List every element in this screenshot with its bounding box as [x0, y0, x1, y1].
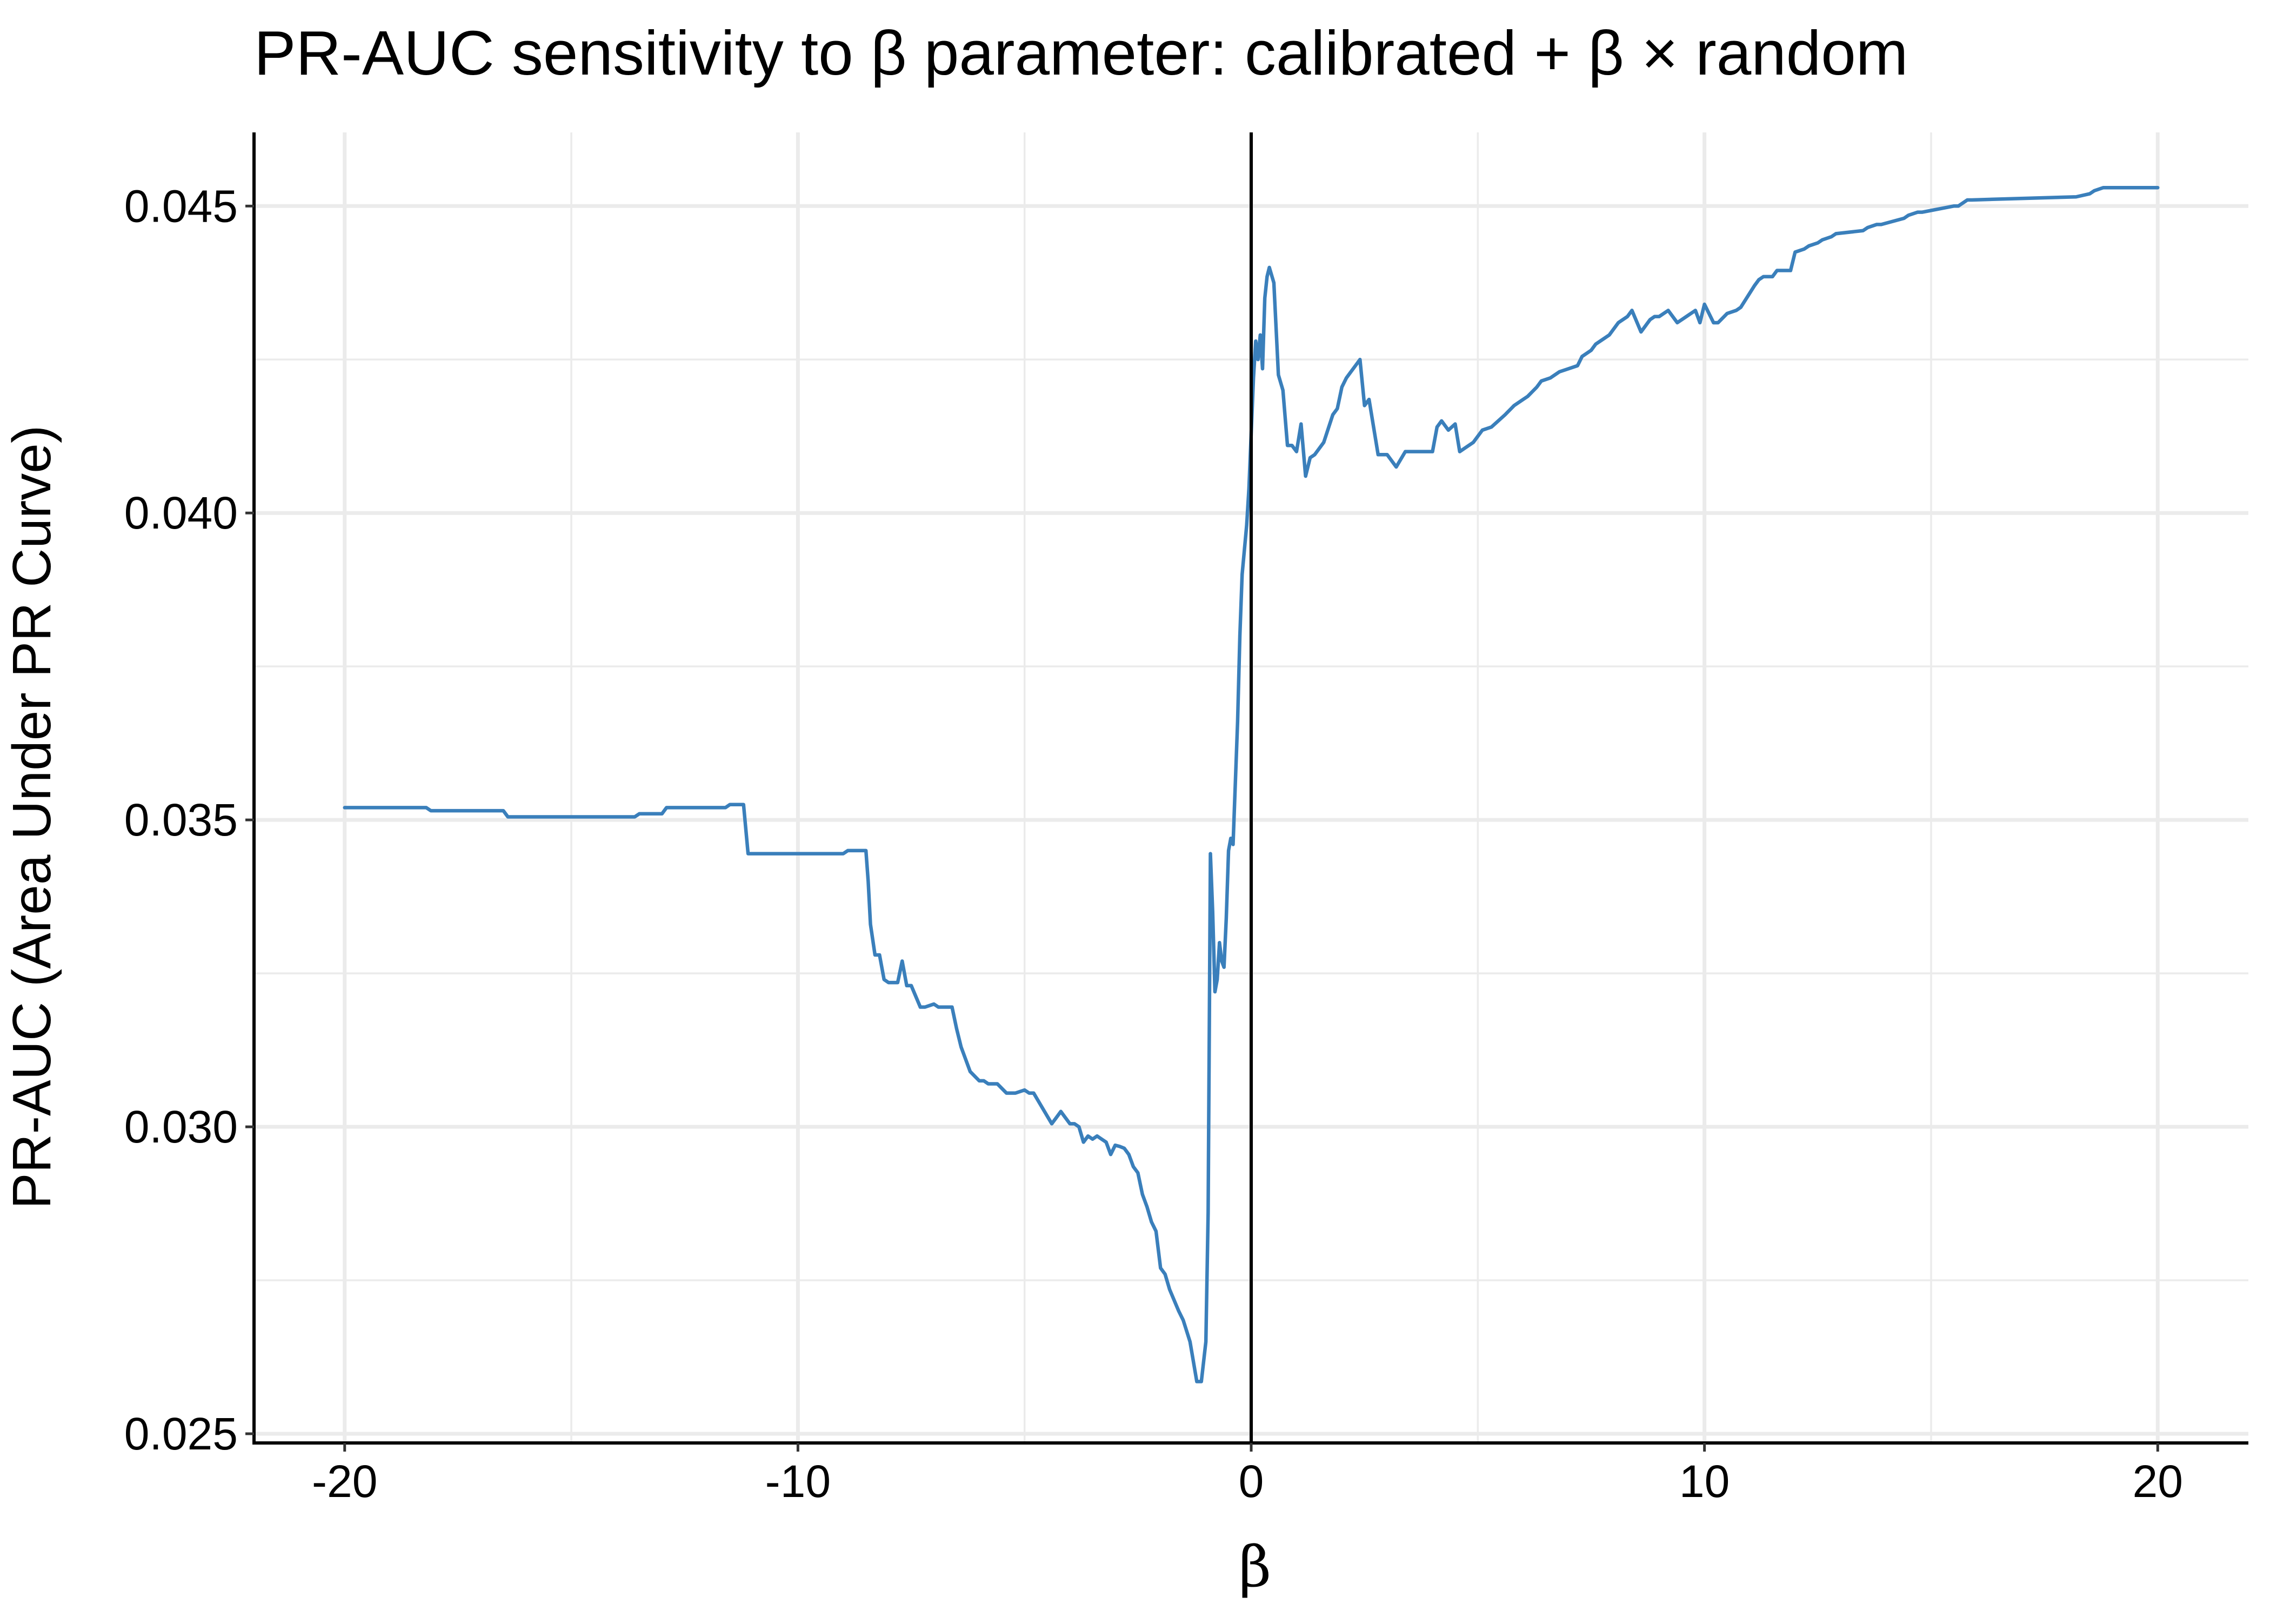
x-tick-label: -10 — [765, 1456, 831, 1507]
y-axis-title: PR-AUC (Area Under PR Curve) — [2, 425, 62, 1209]
chart-title: PR-AUC sensitivity to β parameter: calib… — [254, 18, 1908, 88]
y-tick-label: 0.035 — [124, 794, 238, 845]
x-tick-label: -20 — [312, 1456, 377, 1507]
x-tick-label: 20 — [2133, 1456, 2183, 1507]
x-tick-label: 10 — [1679, 1456, 1730, 1507]
y-tick-label: 0.040 — [124, 487, 238, 538]
y-tick-label: 0.025 — [124, 1408, 238, 1459]
tick-labels: 0.025 0.030 0.035 0.040 0.045 -20 -10 0 10 20 — [124, 181, 2183, 1507]
axes — [245, 132, 2248, 1452]
y-tick-label: 0.045 — [124, 181, 238, 231]
series-layer — [343, 185, 2160, 1384]
x-tick-label: 0 — [1239, 1456, 1264, 1507]
y-tick-label: 0.030 — [124, 1101, 238, 1152]
series-line-0 — [343, 185, 2160, 1384]
x-axis-title: β — [1239, 1534, 1271, 1600]
